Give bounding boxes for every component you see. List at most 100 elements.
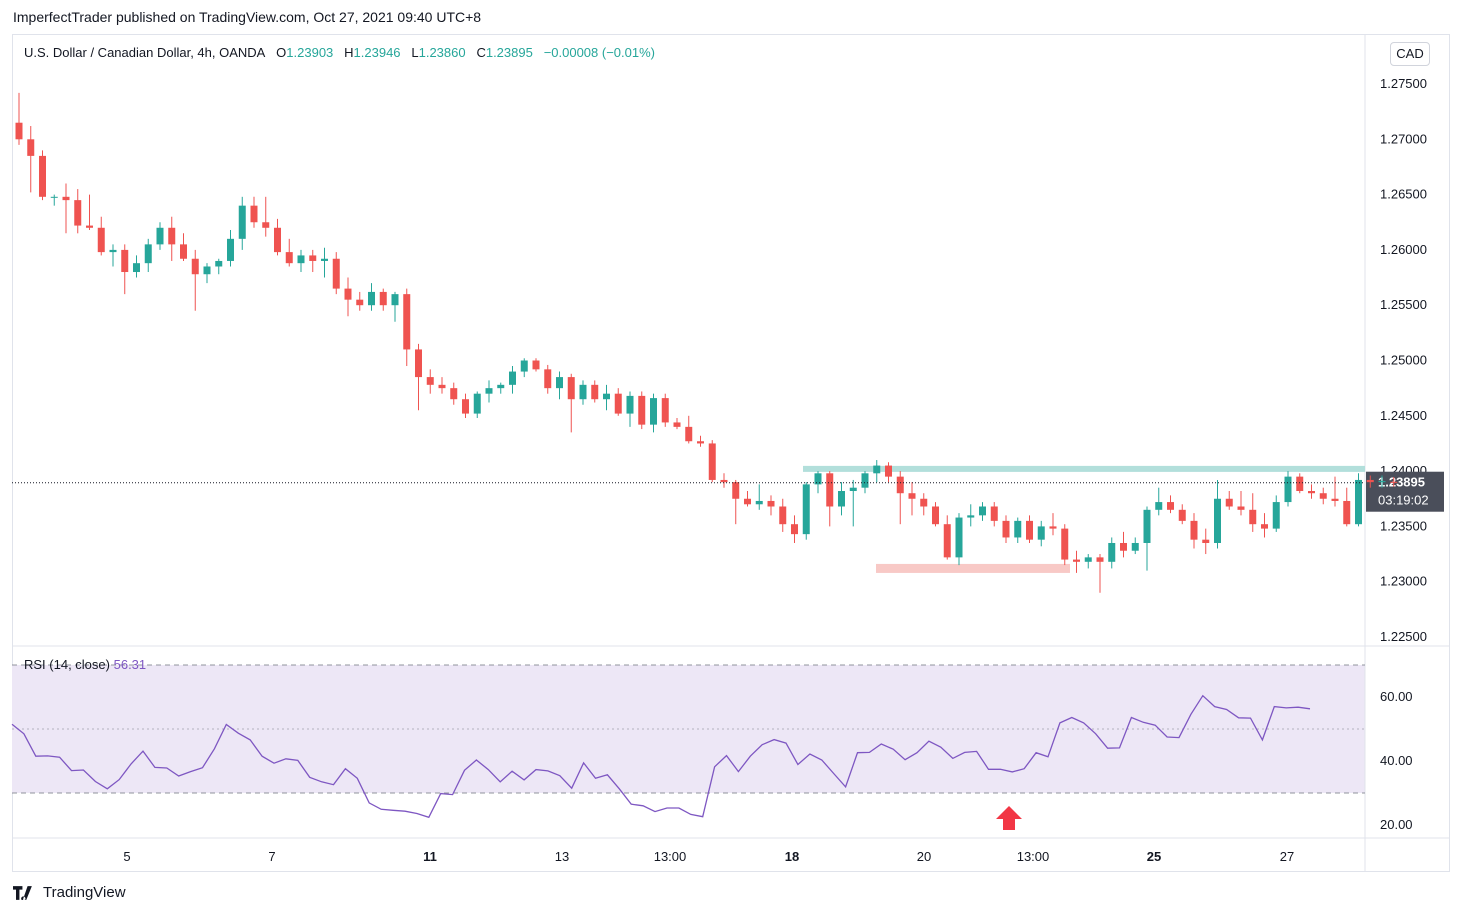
footer-brand-text: TradingView [43,884,126,901]
candle [27,126,35,193]
candle-body [203,266,211,275]
candle [438,377,446,394]
rsi-label: RSI (14, close) [24,657,110,672]
candle [344,277,352,317]
candle-body [1120,542,1127,551]
candle-body [1272,502,1280,529]
candle [309,249,317,273]
candle [74,189,82,234]
candle [215,258,223,275]
candle [990,502,998,527]
currency-button[interactable]: CAD [1390,42,1430,66]
candle [614,388,622,416]
candle [708,440,716,483]
candle [403,288,411,367]
candle-body [497,384,505,389]
candle-series [15,92,1398,593]
candle-body [720,479,728,483]
candle [826,471,834,527]
candle [556,371,563,400]
candle [1202,528,1210,555]
candle [779,498,787,532]
candle-body [215,260,223,267]
candle-body [1108,542,1116,562]
candle [1296,473,1304,494]
candle [1237,491,1245,516]
candle [1155,487,1163,516]
candle-body [144,244,152,264]
time-tick-label: 7 [268,849,275,864]
candle-body [1155,502,1163,510]
candle [1002,515,1010,543]
candle-body [814,473,822,485]
candle [1014,517,1022,543]
change-value: −0.00008 (−0.01%) [543,45,655,60]
candle-body [567,377,575,400]
candle-body [509,371,516,385]
candle-body [74,200,82,226]
candle-body [849,487,857,492]
high-label: H [344,45,354,60]
candle-body [1178,509,1186,521]
candle [15,92,23,145]
candle [1378,475,1386,488]
candle [238,196,246,250]
candle-body [1026,520,1033,540]
candle [697,435,704,447]
candle-body [520,360,528,372]
candle-body [1202,539,1210,543]
candle [532,358,540,372]
candle [720,473,728,488]
candle [1061,524,1069,566]
candle [861,471,869,494]
candle [368,283,375,311]
price-axis: 1.27500 1.27000 1.26500 1.26000 1.25500 1.250… [1366,76,1444,644]
candle-body [1378,481,1386,483]
candle-body [908,493,916,499]
candle-body [896,476,904,494]
candle [1284,471,1292,507]
candle-body [532,360,540,370]
candle-body [1143,509,1151,543]
candle [1331,476,1339,507]
candle-body [990,506,998,521]
candle [1073,550,1080,573]
candle-body [838,491,845,507]
resistance-zone [803,465,1365,472]
price-tick-label: 1.27000 [1380,131,1427,146]
candle [274,218,281,256]
candle-body [1084,557,1092,562]
candle-body [1073,559,1080,562]
candle [356,291,364,311]
candle-body [967,515,975,518]
candle-body [1214,498,1221,543]
price-legend: U.S. Dollar / Canadian Dollar, 4h, OANDA… [24,45,655,60]
time-tick-label: 18 [785,849,799,864]
candle [262,196,270,237]
candle [591,380,599,403]
candle [332,252,340,295]
time-tick-label: 25 [1147,849,1161,864]
candle-body [955,517,963,558]
candle-body [415,349,422,378]
high-value: 1.23946 [353,45,401,60]
candle [1272,495,1280,532]
candle [814,471,822,494]
rsi-levels [12,664,1365,794]
candle-body [708,443,716,480]
candle [39,150,46,201]
time-tick-label: 5 [123,849,130,864]
candle [509,366,516,394]
candle [473,391,481,419]
candle-body [744,498,751,505]
candle-body [1237,506,1245,510]
candle-body [873,465,881,474]
candle-body [50,196,58,198]
candle [462,393,469,419]
candle-body [1366,479,1374,483]
candle-body [368,291,375,306]
candle-body [626,395,634,414]
price-tick-label: 1.24500 [1380,408,1427,423]
candle [168,216,176,261]
